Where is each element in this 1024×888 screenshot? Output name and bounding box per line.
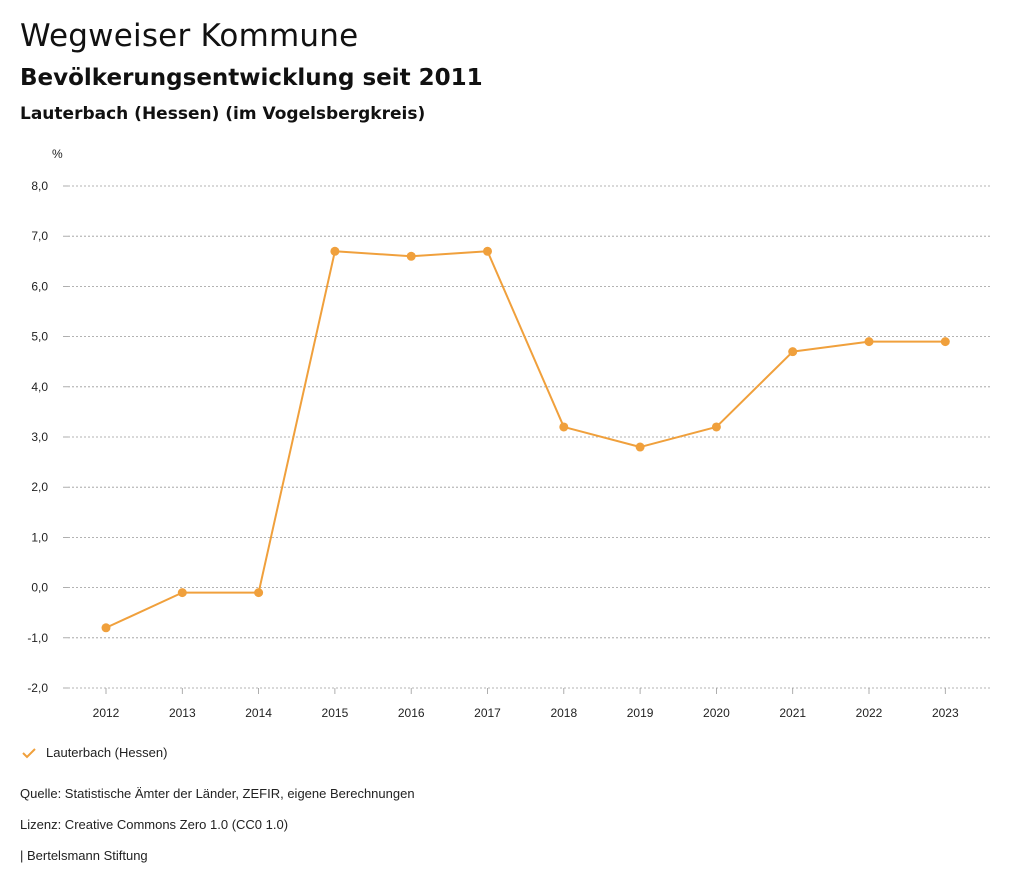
checkmark-icon: [22, 747, 36, 758]
y-tick-label: 8,0: [31, 179, 48, 193]
x-tick-label: 2014: [245, 706, 272, 720]
y-tick-label: 5,0: [31, 330, 48, 344]
x-tick-label: 2017: [474, 706, 501, 720]
data-point[interactable]: [483, 246, 492, 256]
legend-label: Lauterbach (Hessen): [46, 745, 168, 760]
page-title: Wegweiser Kommune: [20, 18, 359, 54]
data-point[interactable]: [254, 588, 264, 598]
y-tick-label: -2,0: [27, 681, 48, 695]
data-point[interactable]: [940, 337, 950, 347]
x-tick-label: 2020: [703, 706, 730, 720]
data-point[interactable]: [559, 422, 569, 432]
y-tick-label: 3,0: [31, 430, 48, 444]
y-tick-label: 2,0: [31, 480, 48, 494]
y-axis-unit-label: %: [52, 147, 63, 161]
x-tick-label: 2019: [627, 706, 654, 720]
data-point[interactable]: [788, 347, 798, 357]
y-tick-label: 7,0: [31, 229, 48, 243]
region-label: Lauterbach (Hessen) (im Vogelsbergkreis): [20, 104, 426, 124]
source-note: Quelle: Statistische Ämter der Länder, Z…: [20, 786, 415, 801]
data-point[interactable]: [864, 337, 874, 347]
y-tick-label: 1,0: [31, 530, 48, 544]
data-point[interactable]: [406, 251, 416, 261]
y-tick-label: 0,0: [31, 581, 48, 595]
x-tick-label: 2018: [550, 706, 577, 720]
y-tick-label: -1,0: [27, 631, 48, 645]
x-axis-ticks: 2012 2013 2014 2015 2016 2017 2018 2019 2020 2021…: [93, 688, 959, 720]
license-note: Lizenz: Creative Commons Zero 1.0 (CC0 1…: [20, 817, 289, 832]
x-tick-label: 2015: [322, 706, 349, 720]
x-tick-label: 2016: [398, 706, 425, 720]
series-layer: [101, 246, 950, 633]
chart-subtitle: Bevölkerungsentwicklung seit 2011: [20, 65, 483, 91]
y-tick-label: 6,0: [31, 279, 48, 293]
data-point[interactable]: [101, 623, 111, 633]
y-tick-label: 4,0: [31, 380, 48, 394]
data-point[interactable]: [635, 442, 645, 452]
data-point[interactable]: [330, 246, 340, 256]
line-chart: % 8,0 7,0 6,0 5,0 4,0 3,0 2,0 1,0 0,0 -1,0 -2,0 20…: [27, 147, 990, 720]
legend-item-lauterbach[interactable]: Lauterbach (Hessen): [22, 745, 167, 760]
x-tick-label: 2021: [779, 706, 806, 720]
publisher-link[interactable]: | Bertelsmann Stiftung: [20, 848, 148, 863]
x-tick-label: 2012: [93, 706, 120, 720]
data-point[interactable]: [711, 422, 721, 432]
grid-lines: [68, 185, 990, 689]
data-point[interactable]: [177, 588, 187, 598]
y-axis-ticks: 8,0 7,0 6,0 5,0 4,0 3,0 2,0 1,0 0,0 -1,0 -2,0: [27, 179, 68, 695]
x-tick-label: 2022: [856, 706, 883, 720]
x-tick-label: 2023: [932, 706, 959, 720]
series-line: [105, 250, 946, 629]
x-tick-label: 2013: [169, 706, 196, 720]
